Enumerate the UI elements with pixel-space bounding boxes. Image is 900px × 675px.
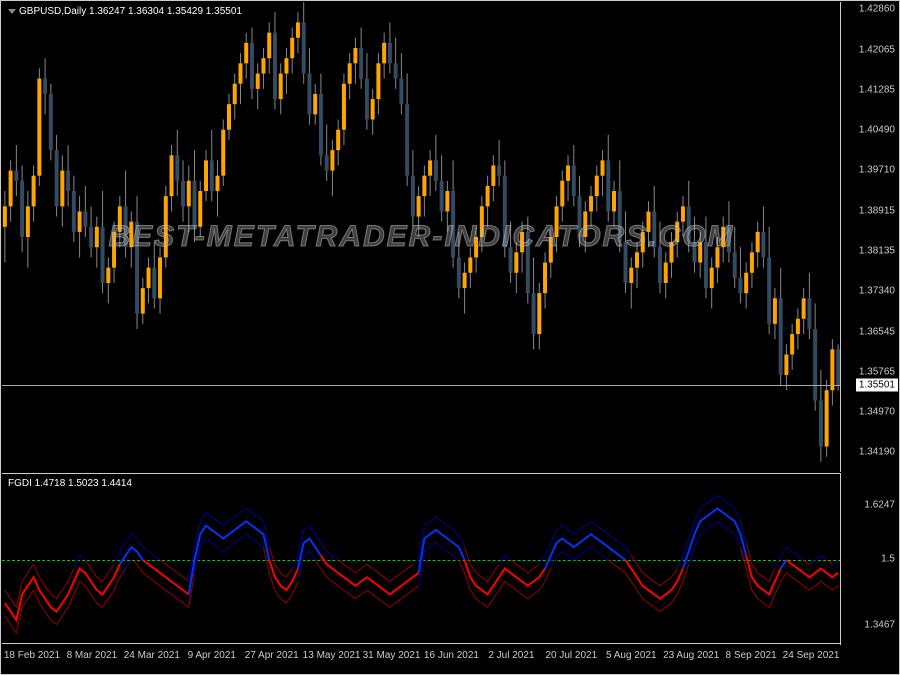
dropdown-icon[interactable] (8, 9, 16, 14)
x-tick: 18 Feb 2021 (4, 650, 60, 661)
x-tick: 24 Mar 2021 (124, 650, 180, 661)
y-tick: 1.40490 (859, 125, 895, 136)
y-tick: 1.37340 (859, 286, 895, 297)
y-tick: 1.3467 (864, 619, 895, 630)
indicator-lines (2, 474, 841, 646)
y-axis-indicator: 1.6247 1.5 1.3467 (840, 473, 898, 645)
x-tick: 8 Sep 2021 (726, 650, 777, 661)
x-tick: 16 Jun 2021 (424, 650, 479, 661)
x-tick: 27 Apr 2021 (245, 650, 299, 661)
x-tick: 31 May 2021 (363, 650, 421, 661)
indicator-header: FGDI 1.4718 1.5023 1.4414 (8, 478, 132, 489)
y-tick: 1.42860 (859, 4, 895, 15)
y-tick: 1.38915 (859, 205, 895, 216)
candlestick-chart (2, 2, 841, 472)
y-tick: 1.35765 (859, 366, 895, 377)
chart-window: GBPUSD,Daily 1.36247 1.36304 1.35429 1.3… (0, 0, 900, 675)
x-tick: 5 Aug 2021 (606, 650, 657, 661)
symbol-header: GBPUSD,Daily 1.36247 1.36304 1.35429 1.3… (8, 6, 242, 17)
y-tick: 1.42065 (859, 44, 895, 55)
y-tick: 1.36545 (859, 326, 895, 337)
x-tick: 23 Aug 2021 (663, 650, 719, 661)
y-tick: 1.5 (881, 554, 895, 565)
price-panel[interactable]: GBPUSD,Daily 1.36247 1.36304 1.35429 1.3… (2, 2, 841, 472)
indicator-panel[interactable]: FGDI 1.4718 1.5023 1.4414 (2, 473, 841, 645)
y-tick: 1.34190 (859, 447, 895, 458)
y-tick: 1.6247 (864, 500, 895, 511)
x-tick: 2 Jul 2021 (488, 650, 534, 661)
y-tick: 1.38135 (859, 245, 895, 256)
x-axis-time: 18 Feb 2021 8 Mar 2021 24 Mar 2021 9 Apr 20… (2, 643, 841, 673)
x-tick: 13 May 2021 (303, 650, 361, 661)
y-tick: 1.39710 (859, 165, 895, 176)
y-tick: 1.34970 (859, 407, 895, 418)
y-axis-price: 1.42860 1.42065 1.41285 1.40490 1.39710 1.389… (840, 2, 898, 472)
x-tick: 9 Apr 2021 (188, 650, 236, 661)
x-tick: 24 Sep 2021 (783, 650, 840, 661)
x-tick: 20 Jul 2021 (545, 650, 597, 661)
y-tick: 1.41285 (859, 84, 895, 95)
current-price-box: 1.35501 (856, 379, 898, 392)
x-tick: 8 Mar 2021 (67, 650, 118, 661)
current-price-line (2, 385, 841, 386)
